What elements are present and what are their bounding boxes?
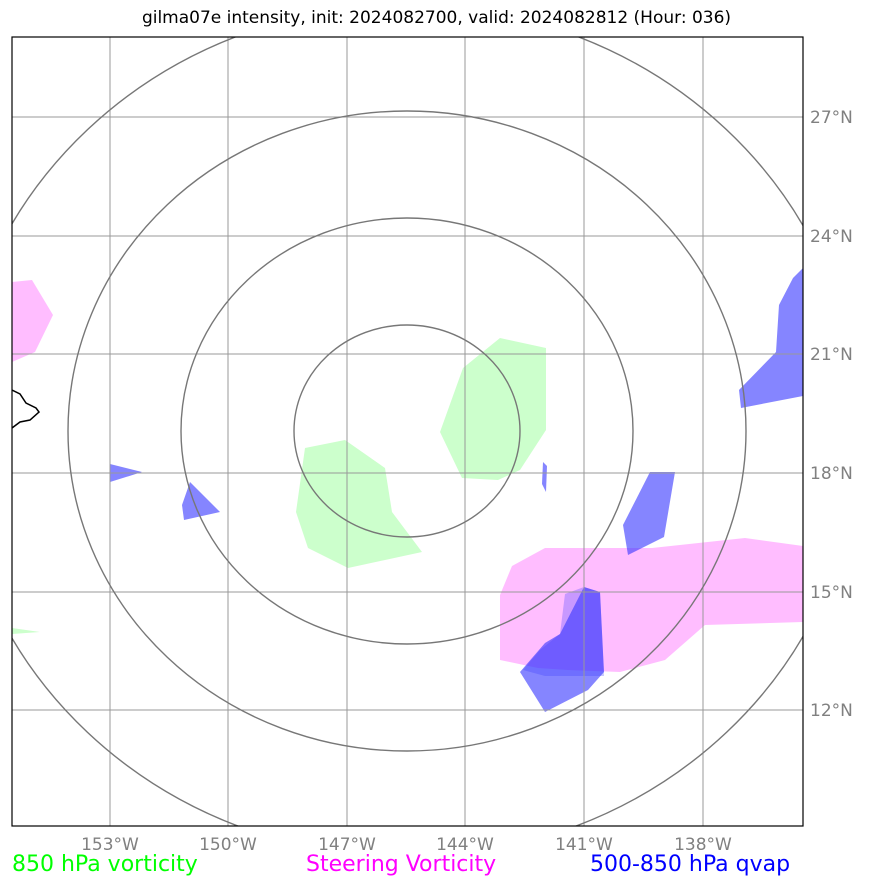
lat-label: 15°N — [810, 583, 853, 603]
lat-label: 21°N — [810, 345, 853, 365]
lat-label: 12°N — [810, 701, 853, 721]
lat-label: 24°N — [810, 227, 853, 247]
plot-frame — [11, 36, 804, 827]
lon-label: 153°W — [81, 835, 139, 855]
legend-vorticity-850: 850 hPa vorticity — [12, 852, 198, 877]
qvap-fills — [110, 268, 803, 712]
vorticity-850-area — [12, 628, 40, 634]
latitude-labels: 27°N 24°N 21°N 18°N 15°N 12°N — [810, 108, 853, 721]
vorticity-850-fills — [12, 338, 546, 634]
lon-label: 147°W — [318, 835, 376, 855]
steering-vorticity-area — [12, 280, 53, 362]
graticule — [12, 37, 803, 826]
vorticity-850-area — [296, 440, 422, 568]
range-ring — [293, 324, 521, 538]
range-ring — [12, 37, 803, 826]
lon-label: 138°W — [674, 835, 732, 855]
longitude-labels: 153°W 150°W 147°W 144°W 141°W 138°W — [81, 835, 732, 855]
lon-label: 150°W — [199, 835, 257, 855]
legend-qvap: 500-850 hPa qvap — [590, 852, 791, 877]
range-ring — [67, 110, 747, 752]
coastline — [12, 389, 41, 429]
lon-label: 141°W — [555, 835, 613, 855]
vorticity-850-area — [440, 338, 546, 480]
lat-label: 27°N — [810, 108, 853, 128]
range-rings — [12, 37, 803, 826]
qvap-area — [182, 482, 220, 520]
qvap-area — [623, 472, 675, 555]
lon-label: 144°W — [436, 835, 494, 855]
steering-vorticity-fills — [12, 280, 803, 672]
plot-title: gilma07e intensity, init: 2024082700, va… — [141, 8, 732, 28]
qvap-area — [542, 462, 547, 492]
qvap-area — [739, 268, 803, 408]
legend-steering-vorticity: Steering Vorticity — [306, 852, 497, 877]
qvap-area — [520, 587, 604, 712]
range-ring — [180, 217, 634, 645]
lat-label: 18°N — [810, 464, 853, 484]
